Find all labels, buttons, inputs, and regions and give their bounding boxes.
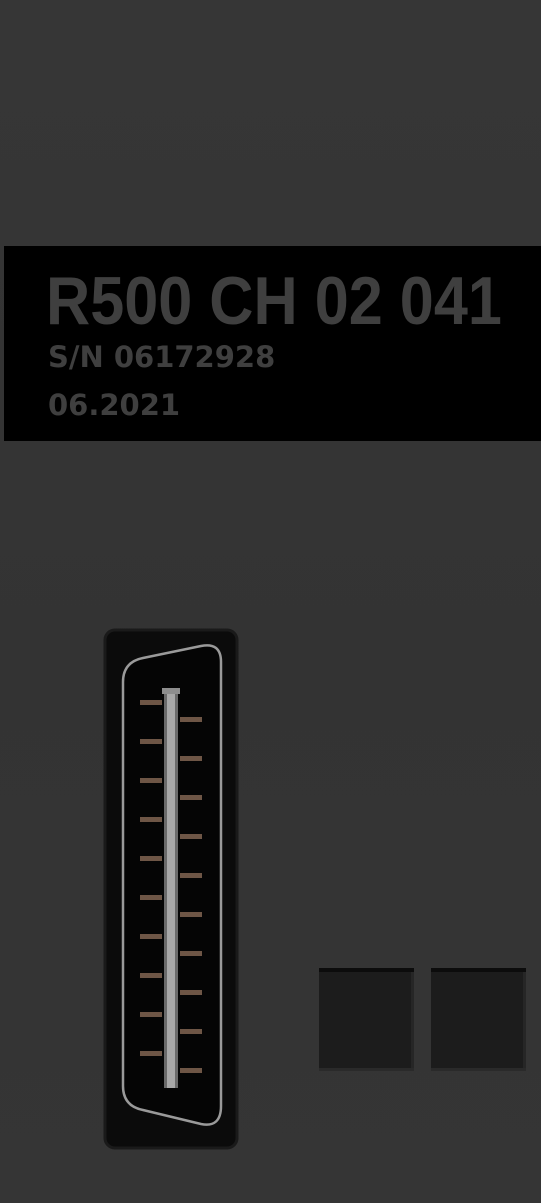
connector-pin	[140, 973, 162, 978]
connector-pin	[180, 756, 202, 761]
connector-pin	[140, 778, 162, 783]
serial-number: S/N 06172928	[48, 340, 276, 374]
connector-pin	[180, 990, 202, 995]
model-number: R500 CH 02 041	[46, 263, 502, 339]
connector-pin	[180, 1029, 202, 1034]
connector-pin	[140, 1012, 162, 1017]
connector-pin	[180, 717, 202, 722]
connector-pin	[140, 700, 162, 705]
connector-pin	[180, 912, 202, 917]
connector-pin	[180, 795, 202, 800]
connector-pin	[140, 934, 162, 939]
connector-pin	[140, 817, 162, 822]
connector-pin	[180, 873, 202, 878]
connector-pin	[180, 1068, 202, 1073]
switch-button-1[interactable]	[319, 968, 414, 1071]
switch-button-2[interactable]	[431, 968, 526, 1071]
sub-d-connector[interactable]	[103, 628, 239, 1150]
connector-pin	[140, 1051, 162, 1056]
connector-pins	[140, 700, 202, 1073]
connector-pin	[140, 739, 162, 744]
product-label	[4, 246, 541, 441]
connector-pin	[140, 895, 162, 900]
connector-pin	[180, 951, 202, 956]
connector-pin	[140, 856, 162, 861]
connector-pin	[180, 834, 202, 839]
manufacture-date: 06.2021	[48, 388, 181, 422]
